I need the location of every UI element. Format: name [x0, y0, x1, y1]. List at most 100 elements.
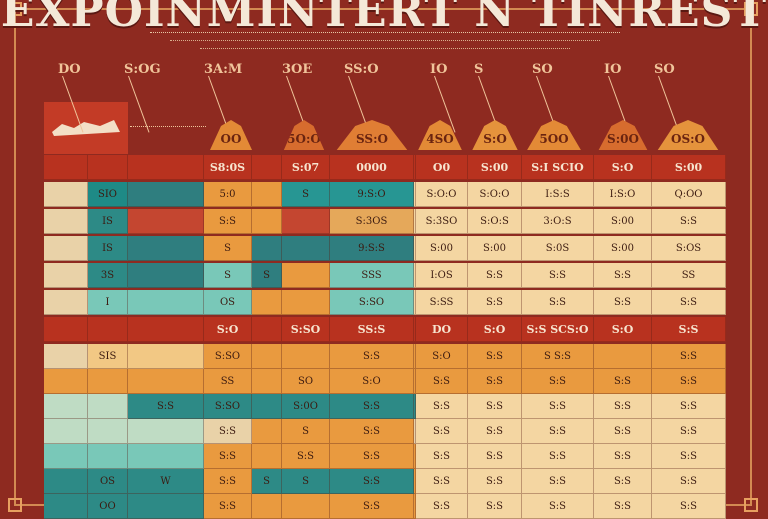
table-cell: [414, 182, 416, 207]
table-cell: S:S: [594, 419, 652, 444]
table-cell: [282, 236, 330, 261]
table-cell: [282, 263, 330, 288]
column-head: DO: [58, 62, 81, 77]
column-head: SO: [654, 62, 675, 77]
table-cell: S:S: [522, 419, 594, 444]
table-cell: SSS: [330, 263, 414, 288]
table-cell: S:S: [204, 469, 252, 494]
table-cell: [44, 209, 88, 234]
table-cell: S: [204, 263, 252, 288]
table-cell: S: [252, 469, 282, 494]
table-cell: [252, 236, 282, 261]
table-cell: [88, 317, 128, 342]
table-cell: SIS: [88, 344, 128, 369]
table-cell: S:S: [330, 494, 414, 519]
table-cell: Q:OO: [652, 182, 726, 207]
table-cell: 3:O:S: [522, 209, 594, 234]
table-cell: [414, 290, 416, 315]
subtitle-rule: [200, 48, 570, 49]
table-cell: S:S: [128, 394, 204, 419]
table-cell: S:0O: [282, 394, 330, 419]
table-cell: S:O: [204, 317, 252, 342]
table-cell: [414, 209, 416, 234]
table-cell: S:S: [468, 419, 522, 444]
table-cell: S:S: [522, 263, 594, 288]
table-cell: [44, 317, 88, 342]
table-cell: S:S: [416, 444, 468, 469]
table-cell: S:00: [416, 236, 468, 261]
corner-ornament: [744, 2, 758, 16]
table-cell: [44, 444, 88, 469]
table-cell: [44, 236, 88, 261]
table-row: IS S 9:S:S S:00 S:00 S:0S S:00 S:OS: [44, 236, 726, 261]
table-cell: S:3OS: [330, 209, 414, 234]
table-cell: S:OS: [652, 236, 726, 261]
table-cell: S:SO: [204, 394, 252, 419]
roof-label: S:0O: [607, 132, 639, 146]
table-cell: S:S: [652, 494, 726, 519]
table-cell: 3S: [88, 263, 128, 288]
table-cell: S:S: [652, 290, 726, 315]
table-cell: S:S: [652, 317, 726, 342]
table-cell: S:00: [652, 155, 726, 180]
table-cell: S:S: [652, 209, 726, 234]
table-cell: S:S: [522, 369, 594, 394]
table-cell: [128, 444, 204, 469]
table-cell: SO: [282, 369, 330, 394]
table-cell: [88, 419, 128, 444]
table-cell: OS: [204, 290, 252, 315]
table-row: SS SO S:O S:S S:S S:S S:S S:S: [44, 369, 726, 394]
table-cell: [414, 394, 416, 419]
column-head: SS:O: [344, 62, 379, 77]
roof-label: OS:O: [670, 132, 705, 146]
table-cell: OS: [88, 469, 128, 494]
table-cell: S:S: [594, 469, 652, 494]
roof-label: 4SO: [426, 132, 454, 146]
table-cell: [128, 263, 204, 288]
page-title: EXPOINMINTERT N TINREST: [0, 0, 768, 37]
table-cell: [252, 369, 282, 394]
table-cell: [282, 344, 330, 369]
table-cell: S:S: [522, 469, 594, 494]
table-cell: [128, 317, 204, 342]
table-cell: S:S: [652, 444, 726, 469]
roof-label: 5OO: [539, 132, 569, 146]
table-cell: S:07: [282, 155, 330, 180]
table-cell: [252, 209, 282, 234]
table-cell: [252, 155, 282, 180]
column-head: SO: [532, 62, 553, 77]
column-head: S: [474, 62, 484, 77]
table-cell: [128, 182, 204, 207]
corner-ornament: [8, 2, 22, 16]
table-cell: 5:0: [204, 182, 252, 207]
table-cell: S:S: [204, 494, 252, 519]
table-cell: S:S: [468, 263, 522, 288]
table-cell: S:S: [416, 419, 468, 444]
table-cell: SS: [652, 263, 726, 288]
table-cell: S:S: [652, 369, 726, 394]
table-cell: [282, 209, 330, 234]
table-cell: SS: [204, 369, 252, 394]
table-cell: [44, 290, 88, 315]
table-cell: S:S: [522, 444, 594, 469]
table-cell: IS: [88, 236, 128, 261]
table-cell: S:S: [468, 444, 522, 469]
band-rule: [130, 126, 206, 127]
table-cell: [128, 419, 204, 444]
column-head: IO: [604, 62, 622, 77]
table-cell: [414, 469, 416, 494]
table-header-row: S8:0S S:07 0000 O0 S:00 S:I SCIO S:O S:00: [44, 155, 726, 180]
table-cell: S:S: [468, 469, 522, 494]
table-cell: S:S: [594, 444, 652, 469]
table-cell: [88, 155, 128, 180]
table-cell: [128, 290, 204, 315]
table-cell: S:S: [652, 469, 726, 494]
subtitle-rule: [150, 32, 620, 36]
table-cell: [44, 344, 88, 369]
table-cell: [282, 494, 330, 519]
table-cell: S:S: [468, 494, 522, 519]
table-cell: 9:S:S: [330, 236, 414, 261]
table-cell: [594, 344, 652, 369]
table-cell: [44, 419, 88, 444]
table-cell: S:O: [594, 155, 652, 180]
